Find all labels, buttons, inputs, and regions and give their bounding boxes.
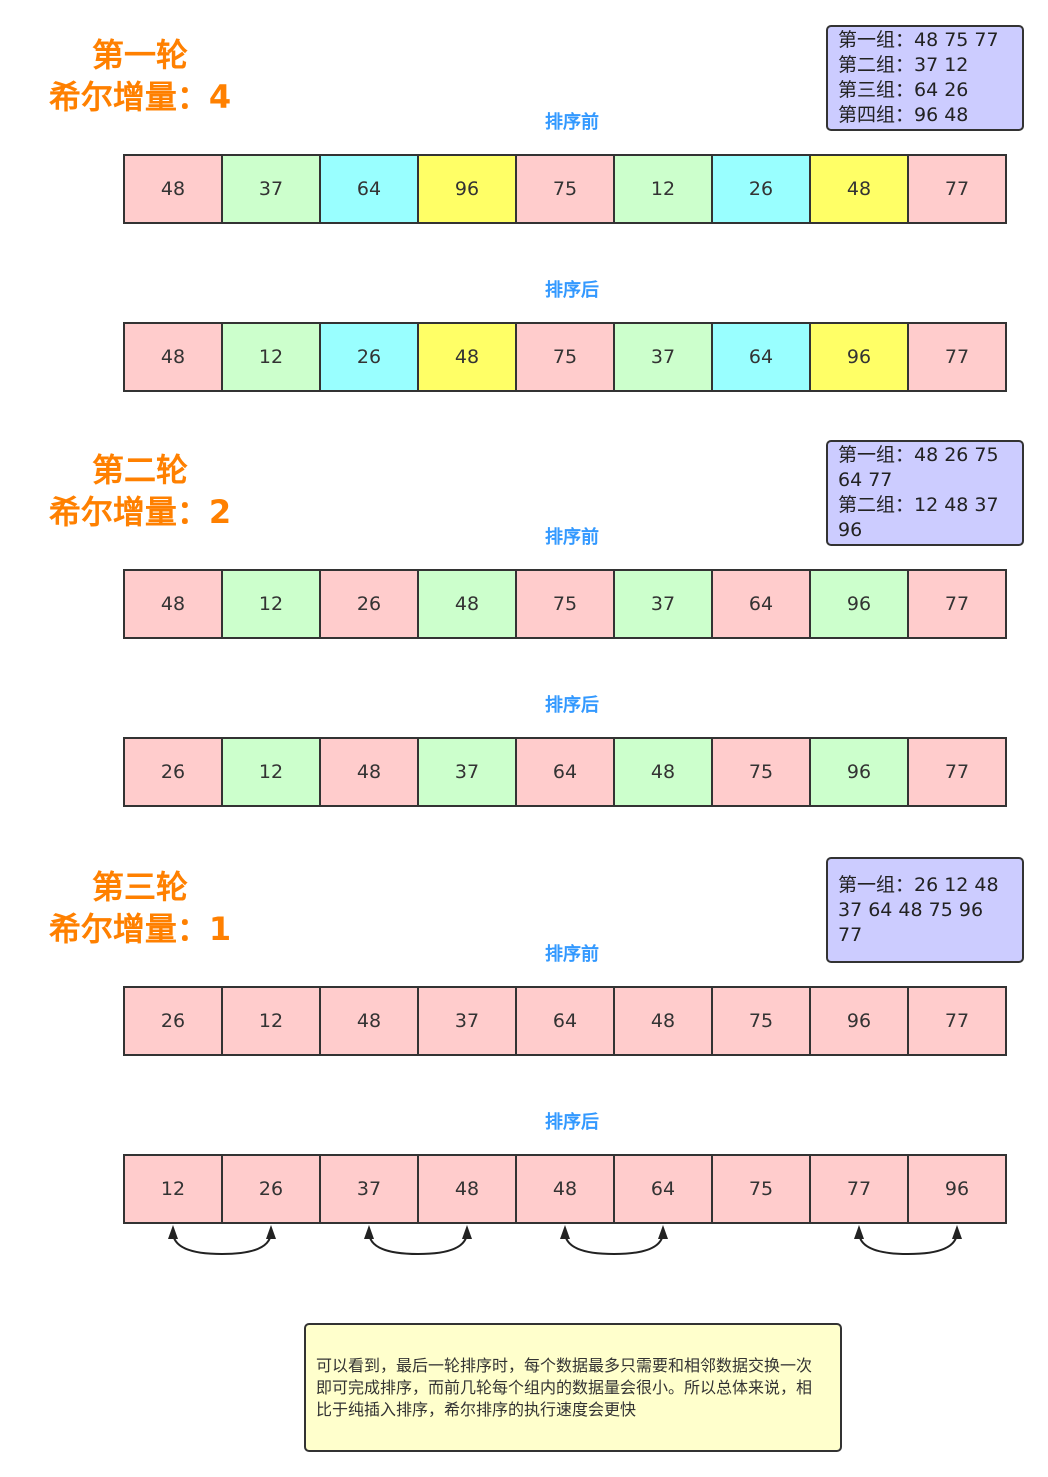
array-cell: 26 — [319, 569, 419, 639]
array-cell: 26 — [319, 322, 419, 392]
array-cell: 64 — [515, 986, 615, 1056]
array-cell: 48 — [417, 322, 517, 392]
after-label: 排序后 — [545, 1112, 599, 1133]
array-cell: 48 — [417, 569, 517, 639]
array-cell: 26 — [221, 1154, 321, 1224]
array-cell: 75 — [515, 569, 615, 639]
note-text: 可以看到，最后一轮排序时，每个数据最多只需要和相邻数据交换一次即可完成排序，而前… — [316, 1355, 813, 1419]
array-cell: 64 — [515, 737, 615, 807]
array-cell: 96 — [809, 986, 909, 1056]
array-cell: 37 — [417, 986, 517, 1056]
array-cell: 77 — [907, 737, 1007, 807]
increment: 希尔增量：1 — [48, 910, 232, 948]
arrow-head — [462, 1225, 472, 1239]
before-label: 排序前 — [545, 527, 599, 548]
round-title: 第三轮 — [91, 868, 188, 906]
arrow-head — [854, 1225, 864, 1239]
array-cell: 64 — [319, 154, 419, 224]
array-cell: 12 — [613, 154, 713, 224]
array-cell: 77 — [907, 322, 1007, 392]
group-line: 第一组：48 26 75 64 77 — [838, 444, 999, 491]
array-cell: 48 — [319, 986, 419, 1056]
array-cell: 77 — [907, 569, 1007, 639]
arrow-head — [560, 1225, 570, 1239]
array-cell: 26 — [123, 737, 223, 807]
array-cell: 64 — [711, 569, 811, 639]
swap-arrow — [564, 1231, 664, 1256]
array-cell: 48 — [123, 322, 223, 392]
array-cell: 77 — [809, 1154, 909, 1224]
increment: 希尔增量：2 — [48, 493, 232, 531]
arrow-head — [952, 1225, 962, 1239]
array-cell: 75 — [711, 986, 811, 1056]
array-cell: 77 — [907, 986, 1007, 1056]
array-cell: 37 — [613, 569, 713, 639]
group-line: 第四组：96 48 — [838, 104, 969, 126]
array-cell: 48 — [123, 569, 223, 639]
array-cell: 77 — [907, 154, 1007, 224]
array-cell: 64 — [613, 1154, 713, 1224]
array-cell: 12 — [221, 737, 321, 807]
group-line: 第一组：26 12 48 37 64 48 75 96 77 — [838, 873, 999, 946]
array-cell: 37 — [319, 1154, 419, 1224]
group-box: 第一组：48 75 77 第二组：37 12 第三组：64 26 第四组：96 48 — [826, 25, 1024, 131]
array-cell: 37 — [221, 154, 321, 224]
array-cell: 75 — [515, 154, 615, 224]
array-cell: 96 — [809, 322, 909, 392]
after-label: 排序后 — [545, 280, 599, 301]
array-cell: 96 — [809, 737, 909, 807]
swap-arrow — [368, 1231, 468, 1256]
group-line: 第三组：64 26 — [838, 79, 969, 101]
arrow-head — [168, 1225, 178, 1239]
before-label: 排序前 — [545, 112, 599, 133]
array-cell: 96 — [417, 154, 517, 224]
array-cell: 12 — [123, 1154, 223, 1224]
array-cell: 26 — [711, 154, 811, 224]
array-cell: 37 — [417, 737, 517, 807]
arrow-head — [266, 1225, 276, 1239]
array-cell: 48 — [613, 737, 713, 807]
after-label: 排序后 — [545, 695, 599, 716]
round-title: 第二轮 — [91, 451, 188, 489]
array-cell: 48 — [417, 1154, 517, 1224]
array-cell: 64 — [711, 322, 811, 392]
array-cell: 48 — [319, 737, 419, 807]
array-cell: 75 — [711, 737, 811, 807]
note: 可以看到，最后一轮排序时，每个数据最多只需要和相邻数据交换一次即可完成排序，而前… — [304, 1323, 842, 1452]
array-cell: 75 — [711, 1154, 811, 1224]
array-cell: 48 — [809, 154, 909, 224]
group-box: 第一组：48 26 75 64 77 第二组：12 48 37 96 — [826, 440, 1024, 546]
array-cell: 48 — [515, 1154, 615, 1224]
array-cell: 96 — [907, 1154, 1007, 1224]
round-title: 第一轮 — [91, 36, 188, 74]
swap-arrow — [858, 1231, 958, 1256]
swap-arrow — [172, 1231, 272, 1256]
array-cell: 96 — [809, 569, 909, 639]
array-cell: 12 — [221, 322, 321, 392]
arrow-head — [364, 1225, 374, 1239]
group-box: 第一组：26 12 48 37 64 48 75 96 77 — [826, 857, 1024, 963]
array-cell: 48 — [123, 154, 223, 224]
array-cell: 48 — [613, 986, 713, 1056]
group-line: 第二组：12 48 37 96 — [838, 494, 999, 541]
before-label: 排序前 — [545, 944, 599, 965]
group-line: 第二组：37 12 — [838, 54, 969, 76]
group-line: 第一组：48 75 77 — [838, 29, 999, 51]
arrow-head — [658, 1225, 668, 1239]
increment: 希尔增量：4 — [48, 78, 232, 116]
array-cell: 26 — [123, 986, 223, 1056]
array-cell: 12 — [221, 569, 321, 639]
array-cell: 12 — [221, 986, 321, 1056]
array-cell: 37 — [613, 322, 713, 392]
array-cell: 75 — [515, 322, 615, 392]
